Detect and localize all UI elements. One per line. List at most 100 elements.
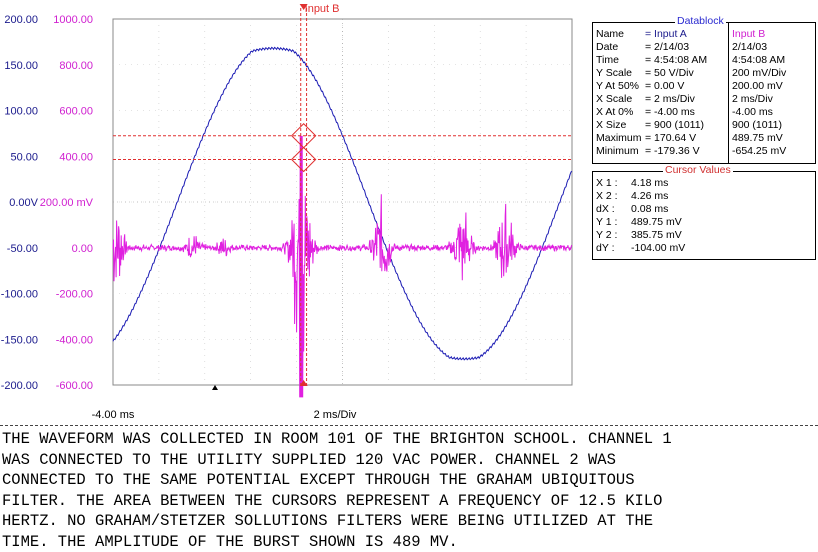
datablock-row: Date = 2/14/03 2/14/03 xyxy=(593,41,815,54)
datablock-row: Minimum = -179.36 V -654.25 mV xyxy=(593,145,815,158)
datablock-panel: Datablock Name = Input A Input B Date = 2/14… xyxy=(592,15,816,164)
datablock-row: X Size = 900 (1011) 900 (1011) xyxy=(593,119,815,132)
datablock-key: Time xyxy=(596,54,619,66)
trigger-marker xyxy=(212,385,218,390)
axis-b-tick-label: 600.00 xyxy=(59,106,93,118)
datablock-value-a: = 900 (1011) xyxy=(645,119,705,131)
datablock-row: Time = 4:54:08 AM 4:54:08 AM xyxy=(593,54,815,67)
cursor-value-row: Y 1 : 489.75 mV xyxy=(593,216,815,229)
cursor-value-key: X 2 : xyxy=(596,190,618,202)
caption-area: THE WAVEFORM WAS COLLECTED IN ROOM 101 O… xyxy=(0,425,818,552)
datablock-row: Name = Input A Input B xyxy=(593,28,815,41)
cursor-values-title: Cursor Values xyxy=(663,164,733,177)
datablock-key: Y Scale xyxy=(596,67,632,79)
datablock-value-a: = 50 V/Div xyxy=(645,67,694,79)
axis-a-tick-label: -100.00 xyxy=(1,289,38,301)
datablock-value-b: 2/14/03 xyxy=(732,41,768,53)
caption-line: THE WAVEFORM WAS COLLECTED IN ROOM 101 O… xyxy=(2,430,672,448)
cursor-values-panel: Cursor Values X 1 : 4.18 ms X 2 : 4.26 ms dX… xyxy=(592,164,816,260)
cursor-arrow-bottom xyxy=(299,380,308,386)
axis-b-tick-label: 800.00 xyxy=(59,60,93,72)
datablock-value-b: -654.25 mV xyxy=(732,145,787,157)
datablock-value-a: = 4:54:08 AM xyxy=(645,54,708,66)
datablock-value-b: 2 ms/Div xyxy=(732,93,773,105)
caption-line: CONNECTED TO THE SAME POTENTIAL EXCEPT T… xyxy=(2,471,635,489)
series-b-line xyxy=(112,135,573,398)
axis-b-tick-label: -400.00 xyxy=(56,334,93,346)
axis-a-tick-label: -200.00 xyxy=(1,380,38,392)
caption-line: WAS CONNECTED TO THE UTILITY SUPPLIED 12… xyxy=(2,450,616,469)
datablock-key: Maximum xyxy=(596,132,642,144)
datablock-key: Date xyxy=(596,41,619,53)
caption-divider xyxy=(0,425,818,426)
datablock-value-a: = 170.64 V xyxy=(645,132,697,144)
axis-a-tick-label: 50.00 xyxy=(10,151,38,163)
datablock-value-a: = Input A xyxy=(645,28,687,40)
axis-b-tick-label: -200.00 xyxy=(56,289,93,301)
datablock-divider xyxy=(728,23,729,163)
cursor-value-row: X 2 : 4.26 ms xyxy=(593,190,815,203)
cursor-value-val: 4.26 ms xyxy=(631,190,669,202)
axis-b-tick-label: 0.00 xyxy=(72,243,93,255)
series-a-line xyxy=(112,46,573,361)
axis-a-tick-label: 200.00 xyxy=(4,14,38,26)
datablock-row: X At 0% = -4.00 ms -4.00 ms xyxy=(593,106,815,119)
datablock-value-a: = 2/14/03 xyxy=(645,41,690,53)
axis-a-tick-label: -150.00 xyxy=(1,334,38,346)
datablock-value-b: -4.00 ms xyxy=(732,106,773,118)
axis-a-tick-label: -50.00 xyxy=(7,243,38,255)
datablock-title: Datablock xyxy=(675,15,726,28)
oscilloscope-display: 200.00 1000.00 150.00 800.00 100.00 600.00 50.… xyxy=(1,3,816,421)
cursor-value-val: 489.75 mV xyxy=(631,216,682,228)
axis-b-tick-label: 1000.00 xyxy=(53,14,93,26)
datablock-value-a: = -4.00 ms xyxy=(645,106,695,118)
cursor-value-val: 385.75 mV xyxy=(631,229,682,241)
cursor-value-row: dY : -104.00 mV xyxy=(593,242,815,255)
cursor-value-key: Y 2 : xyxy=(596,229,618,241)
cursor-value-key: Y 1 : xyxy=(596,216,618,228)
datablock-row: Y At 50% = 0.00 V 200.00 mV xyxy=(593,80,815,93)
datablock-row: Y Scale = 50 V/Div 200 mV/Div xyxy=(593,67,815,80)
datablock-key: X At 0% xyxy=(596,106,634,118)
datablock-value-b: Input B xyxy=(732,28,766,40)
datablock-value-b: 200.00 mV xyxy=(732,80,783,92)
cursor-value-val: 4.18 ms xyxy=(631,177,669,189)
datablock-value-b: 200 mV/Div xyxy=(732,67,787,79)
cursor-arrow-top xyxy=(299,4,308,10)
cursor-value-key: dX : xyxy=(596,203,615,215)
cursor-value-val: 0.08 ms xyxy=(631,203,669,215)
datablock-value-a: = 2 ms/Div xyxy=(645,93,695,105)
caption-text: THE WAVEFORM WAS COLLECTED IN ROOM 101 O… xyxy=(2,429,816,552)
datablock-key: Name xyxy=(596,28,625,40)
cursor-diamond xyxy=(290,146,317,173)
cursor-value-row: X 1 : 4.18 ms xyxy=(593,177,815,190)
x-start-label: -4.00 ms xyxy=(92,409,135,421)
axis-b-tick-label: -600.00 xyxy=(56,380,93,392)
datablock-key: Y At 50% xyxy=(596,80,640,92)
cursor-value-row: Y 2 : 385.75 mV xyxy=(593,229,815,242)
cursor-value-val: -104.00 mV xyxy=(631,242,686,254)
axis-a-tick-label: 150.00 xyxy=(4,60,38,72)
datablock-key: X Scale xyxy=(596,93,633,105)
axis-b-tick-label: 200.00 mV xyxy=(40,197,94,209)
datablock-value-b: 4:54:08 AM xyxy=(732,54,786,66)
datablock-value-b: 900 (1011) xyxy=(732,119,783,131)
datablock-value-b: 489.75 mV xyxy=(732,132,783,144)
axis-b-tick-label: 400.00 xyxy=(59,151,93,163)
datablock-row: X Scale = 2 ms/Div 2 ms/Div xyxy=(593,93,815,106)
cursor-diamond xyxy=(290,123,317,149)
axis-a-tick-label: 100.00 xyxy=(4,106,38,118)
cursor-value-key: X 1 : xyxy=(596,177,618,189)
x-div-label: 2 ms/Div xyxy=(314,409,357,421)
axis-a-tick-label: 0.00V xyxy=(9,197,38,209)
datablock-key: X Size xyxy=(596,119,627,131)
cursor-channel-label: Input B xyxy=(305,3,340,15)
caption-line: FILTER. THE AREA BETWEEN THE CURSORS REP… xyxy=(2,491,663,510)
oscilloscope-chart: 200.00 1000.00 150.00 800.00 100.00 600.00 50.… xyxy=(1,3,573,421)
datablock-row: Maximum = 170.64 V 489.75 mV xyxy=(593,132,815,145)
cursor-value-key: dY : xyxy=(596,242,615,254)
caption-line: HERTZ. NO GRAHAM/STETZER SOLLUTIONS FILT… xyxy=(2,512,654,530)
datablock-value-a: = 0.00 V xyxy=(645,80,685,92)
datablock-value-a: = -179.36 V xyxy=(645,145,700,157)
datablock-key: Minimum xyxy=(596,145,639,157)
